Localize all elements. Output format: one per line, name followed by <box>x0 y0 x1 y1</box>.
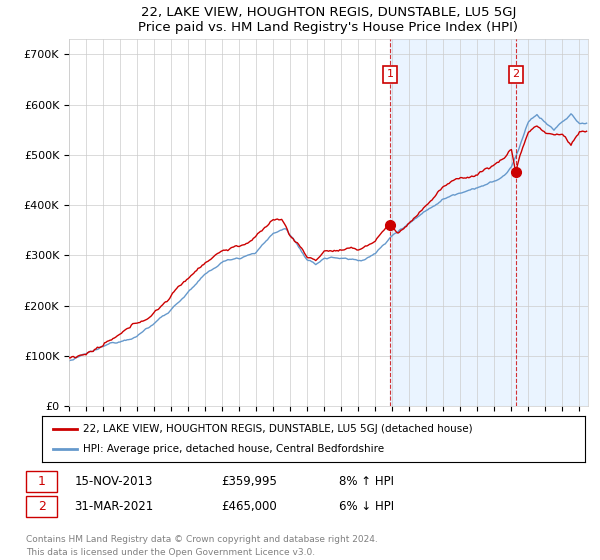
FancyBboxPatch shape <box>26 472 58 492</box>
Text: 1: 1 <box>38 475 46 488</box>
Text: 8% ↑ HPI: 8% ↑ HPI <box>340 475 394 488</box>
Text: 2: 2 <box>512 69 519 80</box>
Text: £465,000: £465,000 <box>221 500 277 513</box>
Text: £359,995: £359,995 <box>221 475 277 488</box>
Text: 6% ↓ HPI: 6% ↓ HPI <box>340 500 395 513</box>
FancyBboxPatch shape <box>26 496 58 516</box>
Bar <box>390 39 588 406</box>
Text: HPI: Average price, detached house, Central Bedfordshire: HPI: Average price, detached house, Cent… <box>83 444 384 454</box>
Text: 1: 1 <box>387 69 394 80</box>
Text: 2: 2 <box>38 500 46 513</box>
Text: 31-MAR-2021: 31-MAR-2021 <box>74 500 154 513</box>
Title: 22, LAKE VIEW, HOUGHTON REGIS, DUNSTABLE, LU5 5GJ
Price paid vs. HM Land Registr: 22, LAKE VIEW, HOUGHTON REGIS, DUNSTABLE… <box>139 6 518 34</box>
Text: 15-NOV-2013: 15-NOV-2013 <box>74 475 153 488</box>
Text: 22, LAKE VIEW, HOUGHTON REGIS, DUNSTABLE, LU5 5GJ (detached house): 22, LAKE VIEW, HOUGHTON REGIS, DUNSTABLE… <box>83 424 472 434</box>
Text: Contains HM Land Registry data © Crown copyright and database right 2024.
This d: Contains HM Land Registry data © Crown c… <box>26 535 378 557</box>
